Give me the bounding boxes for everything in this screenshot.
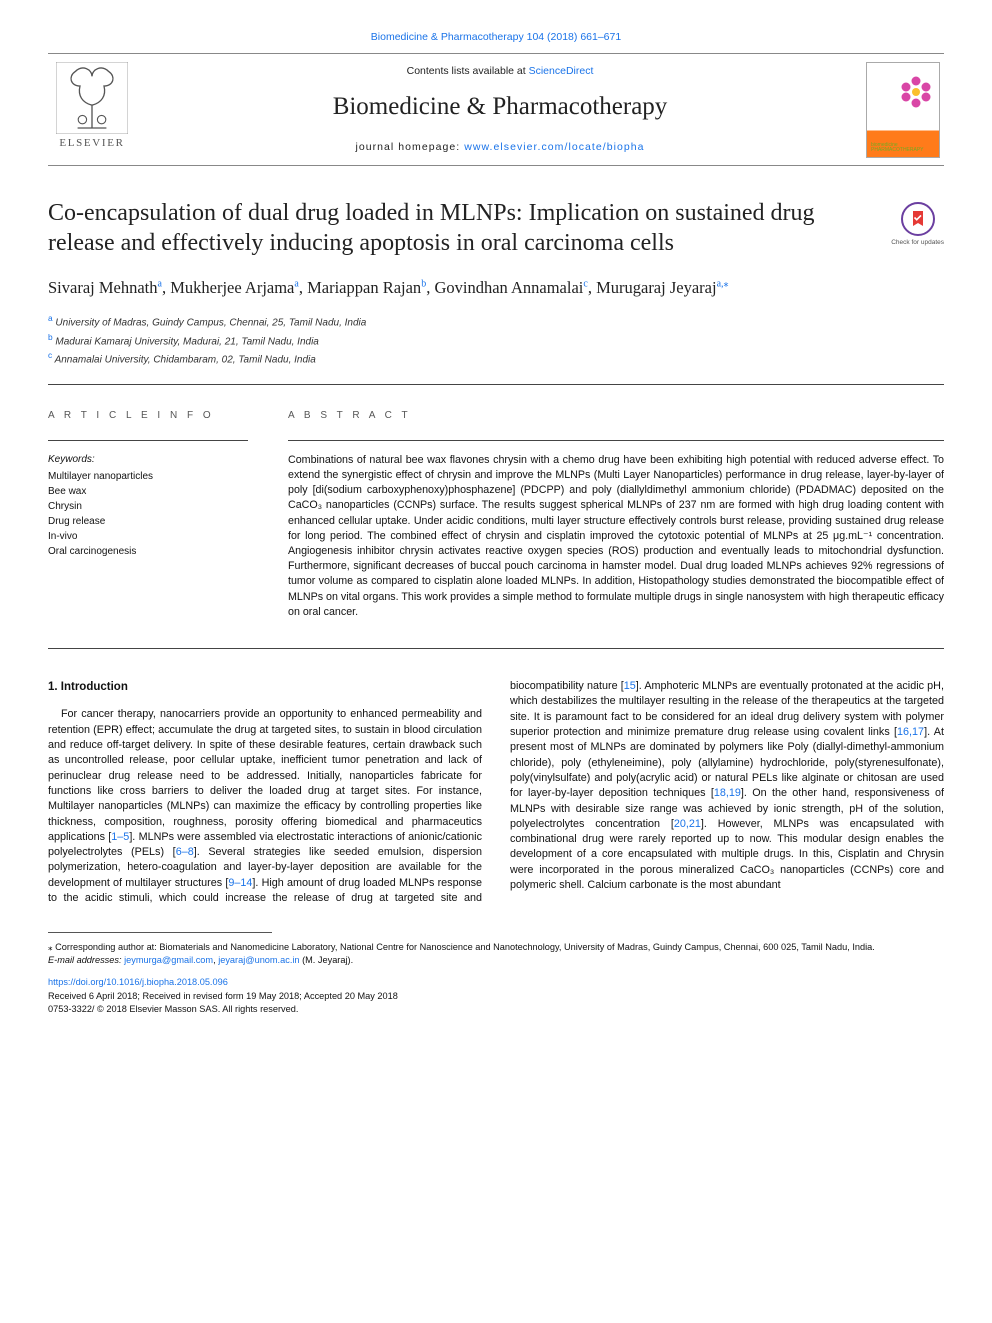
abstract-rule	[288, 440, 944, 441]
journal-cover: biomedicine PHARMACOTHERAPY	[852, 54, 944, 165]
affiliations: a University of Madras, Guindy Campus, C…	[48, 312, 944, 368]
title-row: Co-encapsulation of dual drug loaded in …	[48, 198, 944, 276]
elsevier-text: ELSEVIER	[59, 136, 124, 152]
keywords-rule	[48, 440, 248, 441]
email-label: E-mail addresses:	[48, 955, 124, 965]
copyright-line: 0753-3322/ © 2018 Elsevier Masson SAS. A…	[48, 1003, 944, 1016]
update-circle-icon	[901, 202, 935, 236]
cover-flower-icon	[899, 75, 933, 109]
article-title: Co-encapsulation of dual drug loaded in …	[48, 198, 875, 258]
contents-prefix: Contents lists available at	[407, 65, 529, 77]
homepage-link[interactable]: www.elsevier.com/locate/biopha	[464, 141, 644, 153]
update-text: Check for updates	[891, 239, 944, 246]
homepage-line: journal homepage: www.elsevier.com/locat…	[156, 140, 844, 155]
rule-bottom	[48, 648, 944, 649]
check-updates-badge[interactable]: Check for updates	[891, 198, 944, 246]
corresponding-author: ⁎ Corresponding author at: Biomaterials …	[48, 941, 944, 953]
abstract-label: A B S T R A C T	[288, 409, 944, 424]
footnote-rule	[48, 932, 272, 933]
info-row: A R T I C L E I N F O Keywords: Multilay…	[48, 409, 944, 620]
elsevier-tree-icon	[56, 62, 128, 134]
email-author: (M. Jeyaraj).	[300, 955, 354, 965]
homepage-prefix: journal homepage:	[355, 141, 464, 153]
footnotes: ⁎ Corresponding author at: Biomaterials …	[48, 941, 944, 966]
cover-thumbnail: biomedicine PHARMACOTHERAPY	[866, 62, 940, 158]
doi-link[interactable]: https://doi.org/10.1016/j.biopha.2018.05…	[48, 977, 228, 987]
body-columns: 1. Introduction For cancer therapy, nano…	[48, 679, 944, 907]
email-line: E-mail addresses: jeymurga@gmail.com, je…	[48, 954, 944, 966]
keywords-list: Multilayer nanoparticlesBee waxChrysinDr…	[48, 469, 248, 559]
intro-paragraph: For cancer therapy, nanocarriers provide…	[48, 679, 944, 907]
doi-line: https://doi.org/10.1016/j.biopha.2018.05…	[48, 976, 944, 989]
keywords-heading: Keywords:	[48, 453, 248, 468]
elsevier-logo: ELSEVIER	[48, 54, 148, 165]
received-line: Received 6 April 2018; Received in revis…	[48, 990, 944, 1003]
contents-line: Contents lists available at ScienceDirec…	[156, 64, 844, 79]
header-center: Contents lists available at ScienceDirec…	[148, 54, 852, 165]
citation-header: Biomedicine & Pharmacotherapy 104 (2018)…	[48, 30, 944, 45]
section-heading: 1. Introduction	[48, 679, 482, 695]
abstract-text: Combinations of natural bee wax flavones…	[288, 453, 944, 620]
abstract-col: A B S T R A C T Combinations of natural …	[288, 409, 944, 620]
email-link-2[interactable]: jeyaraj@unom.ac.in	[218, 955, 299, 965]
rule-top	[48, 384, 944, 385]
sciencedirect-link[interactable]: ScienceDirect	[529, 65, 594, 77]
journal-header: ELSEVIER Contents lists available at Sci…	[48, 53, 944, 166]
email-link-1[interactable]: jeymurga@gmail.com	[124, 955, 213, 965]
cover-caption: biomedicine PHARMACOTHERAPY	[871, 143, 935, 153]
bookmark-check-icon	[909, 210, 927, 228]
citation-link[interactable]: Biomedicine & Pharmacotherapy 104 (2018)…	[371, 31, 621, 43]
journal-title: Biomedicine & Pharmacotherapy	[156, 89, 844, 125]
article-info-col: A R T I C L E I N F O Keywords: Multilay…	[48, 409, 248, 620]
article-info-label: A R T I C L E I N F O	[48, 409, 248, 424]
authors: Sivaraj Mehnatha, Mukherjee Arjamaa, Mar…	[48, 276, 944, 300]
